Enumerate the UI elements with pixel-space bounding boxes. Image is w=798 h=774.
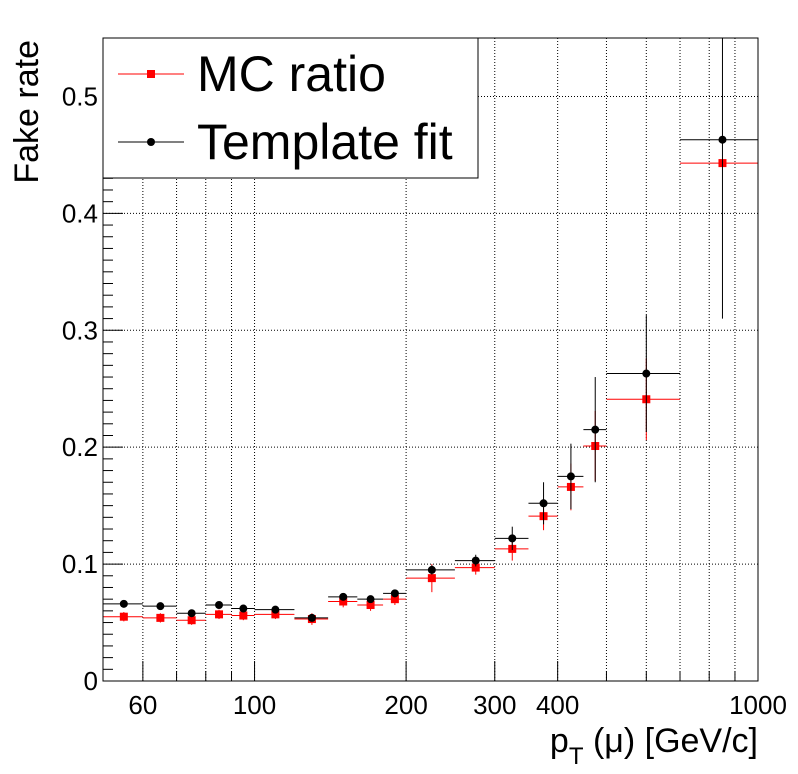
x-tick-label: 200 xyxy=(384,690,427,720)
data-point xyxy=(307,613,316,622)
data-point xyxy=(427,574,436,583)
data-point xyxy=(239,611,248,620)
data-series xyxy=(103,38,758,625)
data-point xyxy=(215,610,224,619)
x-axis-label-main: p xyxy=(550,722,569,760)
data-point xyxy=(471,563,480,572)
y-tick-label: 0.5 xyxy=(62,81,98,111)
data-point xyxy=(366,595,375,604)
data-point xyxy=(239,604,248,613)
x-tick-label: 100 xyxy=(233,690,276,720)
y-axis-label: Fake rate xyxy=(8,40,46,184)
data-point xyxy=(366,601,375,610)
data-point xyxy=(156,613,165,622)
data-point xyxy=(591,425,600,434)
x-axis-ticks: 60 100 200 300 400 1000 xyxy=(128,690,787,720)
y-axis-ticks: 0 0.1 0.2 0.3 0.4 0.5 xyxy=(62,81,98,696)
y-tick-label: 0.2 xyxy=(62,432,98,462)
data-point xyxy=(271,605,280,614)
data-point xyxy=(156,602,165,611)
legend-marker-template-fit xyxy=(147,138,155,146)
legend: MC ratio Template fit xyxy=(102,37,479,179)
x-axis-label-subscript: T xyxy=(569,743,584,770)
x-tick-label: 60 xyxy=(128,690,157,720)
data-point xyxy=(566,472,575,481)
legend-label-mc-ratio: MC ratio xyxy=(197,46,386,102)
data-point xyxy=(187,616,196,625)
data-point xyxy=(508,534,517,543)
y-tick-label: 0.4 xyxy=(62,198,98,228)
x-axis-label: pT (μ) [GeV/c] xyxy=(550,722,758,770)
data-point xyxy=(427,565,436,574)
x-tick-label: 400 xyxy=(536,690,579,720)
data-point xyxy=(215,601,224,610)
x-tick-label: 300 xyxy=(473,690,516,720)
y-tick-label: 0 xyxy=(84,666,98,696)
y-tick-label: 0.3 xyxy=(62,315,98,345)
x-tick-label: 1000 xyxy=(729,690,787,720)
series-template-fit xyxy=(103,38,758,622)
x-axis-label-rest: (μ) [GeV/c] xyxy=(584,722,759,760)
data-point xyxy=(339,592,348,601)
data-point xyxy=(390,589,399,598)
data-point xyxy=(119,599,128,608)
data-point xyxy=(119,612,128,621)
data-point xyxy=(471,556,480,565)
data-point xyxy=(271,610,280,619)
data-point xyxy=(718,135,727,144)
legend-label-template-fit: Template fit xyxy=(197,114,453,170)
data-point xyxy=(339,597,348,606)
y-tick-label: 0.1 xyxy=(62,549,98,579)
series-mc-ratio xyxy=(103,159,758,625)
legend-marker-mc-ratio xyxy=(147,70,155,78)
data-point xyxy=(390,595,399,604)
data-point xyxy=(187,609,196,618)
data-point xyxy=(642,369,651,378)
data-point xyxy=(539,499,548,508)
legend-box xyxy=(102,37,479,179)
